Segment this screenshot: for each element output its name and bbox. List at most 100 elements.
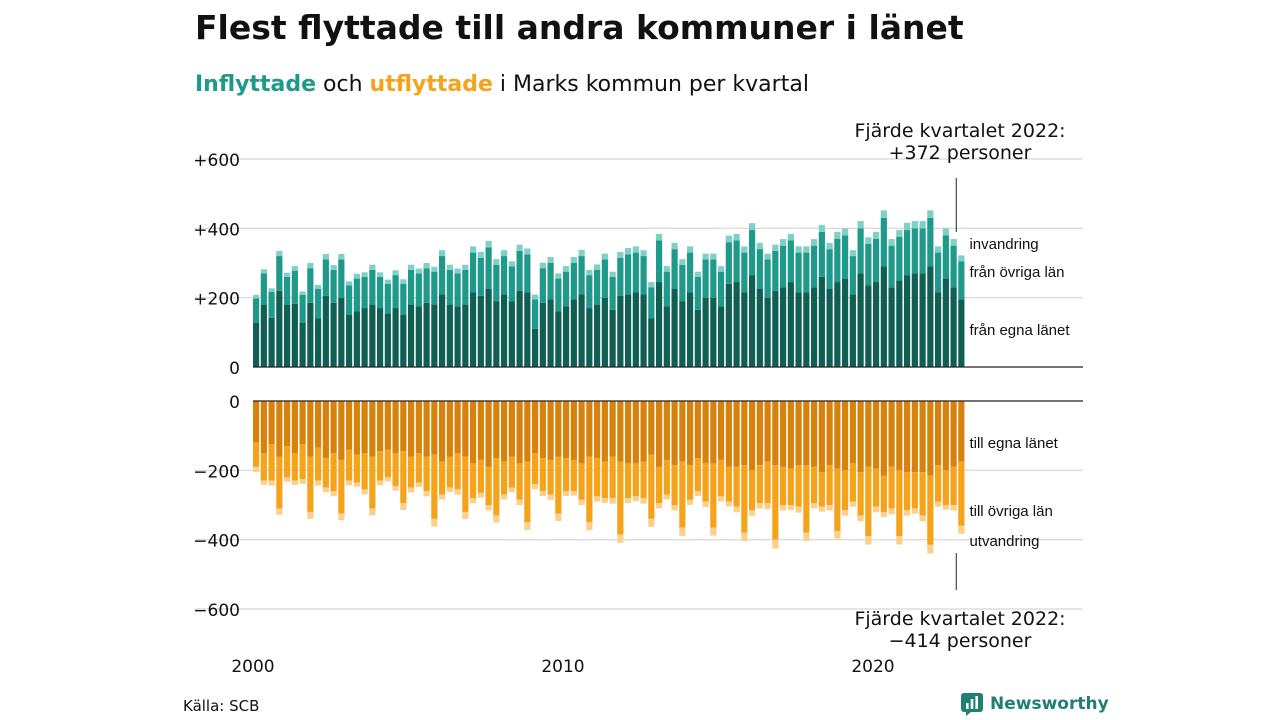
bar-in-2 — [617, 251, 624, 258]
brand-logo: Newsworthy — [960, 692, 1109, 716]
bar-out-0 — [749, 401, 756, 471]
bar-out-0 — [679, 401, 686, 462]
bar-out-2 — [904, 510, 911, 516]
bar-out-2 — [532, 484, 539, 490]
bar-in-0 — [485, 289, 492, 367]
bar-out-2 — [687, 499, 694, 505]
bar-out-1 — [384, 449, 391, 478]
bar-out-0 — [299, 401, 306, 445]
bar-in-1 — [508, 266, 515, 302]
bar-out-0 — [470, 401, 477, 464]
bar-out-0 — [648, 401, 655, 455]
bar-out-0 — [927, 401, 934, 476]
bar-out-2 — [508, 487, 515, 493]
bar-in-2 — [284, 272, 291, 277]
bar-out-0 — [811, 401, 818, 467]
bar-in-2 — [718, 266, 725, 272]
bar-out-0 — [462, 401, 469, 457]
bar-in-0 — [873, 282, 880, 367]
x-tick-label: 2020 — [851, 657, 894, 677]
bar-in-2 — [291, 266, 298, 271]
bar-out-0 — [818, 401, 825, 473]
bar-out-2 — [586, 522, 593, 531]
bar-in-2 — [873, 231, 880, 239]
bar-out-2 — [493, 515, 500, 523]
bar-in-1 — [687, 252, 694, 293]
bar-out-1 — [470, 463, 477, 499]
bar-in-0 — [392, 308, 399, 367]
bar-in-1 — [656, 240, 663, 283]
bar-out-2 — [640, 498, 647, 504]
bar-in-1 — [524, 254, 531, 293]
annotation-top-line2: +372 personer — [889, 142, 1032, 164]
bar-out-0 — [501, 401, 508, 462]
bar-out-0 — [338, 401, 345, 460]
bar-in-1 — [958, 261, 965, 300]
bar-out-1 — [392, 453, 399, 486]
bar-out-0 — [260, 401, 267, 453]
bar-in-2 — [663, 266, 670, 272]
bar-out-0 — [764, 401, 771, 462]
bar-out-0 — [710, 401, 717, 464]
bar-in-1 — [446, 269, 453, 305]
bar-out-1 — [446, 456, 453, 488]
bar-in-1 — [563, 271, 570, 307]
bar-out-0 — [400, 401, 407, 452]
bar-in-0 — [501, 294, 508, 367]
bar-out-0 — [547, 401, 554, 460]
bar-in-2 — [927, 210, 934, 218]
bar-in-1 — [679, 264, 686, 302]
bar-in-2 — [384, 279, 391, 284]
bar-in-1 — [795, 252, 802, 293]
subtitle-in-word: Inflyttade — [195, 72, 317, 97]
bar-in-1 — [857, 228, 864, 274]
annotation-bottom-line2: −414 personer — [889, 630, 1032, 652]
bar-in-2 — [756, 242, 763, 250]
bar-in-1 — [431, 271, 438, 305]
bar-out-1 — [873, 468, 880, 507]
source-note: Källa: SCB — [183, 697, 260, 715]
bar-out-2 — [315, 480, 322, 486]
bar-in-1 — [811, 245, 818, 288]
bar-out-1 — [849, 463, 856, 502]
bar-in-1 — [896, 237, 903, 281]
bar-in-2 — [888, 239, 895, 246]
bar-out-0 — [942, 401, 949, 471]
bar-in-0 — [927, 266, 934, 367]
bar-out-2 — [857, 515, 864, 522]
bar-out-0 — [454, 401, 461, 453]
bar-out-2 — [873, 506, 880, 513]
bar-out-1 — [439, 461, 446, 495]
bar-in-2 — [501, 250, 508, 257]
bar-in-1 — [625, 254, 632, 295]
bar-in-0 — [594, 304, 601, 367]
y-tick-label: +600 — [193, 151, 240, 171]
bar-out-0 — [268, 401, 275, 445]
bar-in-1 — [408, 269, 415, 305]
bar-in-2 — [485, 240, 492, 248]
bar-in-1 — [268, 291, 275, 318]
bar-in-2 — [361, 272, 368, 277]
bar-in-1 — [919, 228, 926, 274]
bar-out-1 — [268, 444, 275, 481]
bar-in-1 — [927, 217, 934, 267]
bar-out-0 — [322, 401, 329, 459]
y-tick-label: 0 — [229, 359, 240, 379]
bar-out-1 — [857, 472, 864, 516]
annotation-top-line1: Fjärde kvartalet 2022: — [854, 120, 1065, 142]
bar-out-2 — [276, 508, 283, 515]
bar-in-0 — [563, 306, 570, 367]
bar-out-0 — [880, 401, 887, 476]
bar-in-0 — [834, 282, 841, 367]
bar-out-1 — [663, 459, 670, 495]
bar-out-0 — [826, 401, 833, 466]
bar-out-2 — [392, 485, 399, 491]
bar-out-0 — [408, 401, 415, 457]
bar-out-0 — [586, 401, 593, 457]
bar-in-2 — [400, 279, 407, 284]
bar-in-0 — [586, 308, 593, 367]
bar-in-1 — [733, 240, 740, 283]
bar-in-2 — [594, 264, 601, 270]
bar-out-2 — [632, 496, 639, 502]
bar-in-0 — [950, 287, 957, 367]
